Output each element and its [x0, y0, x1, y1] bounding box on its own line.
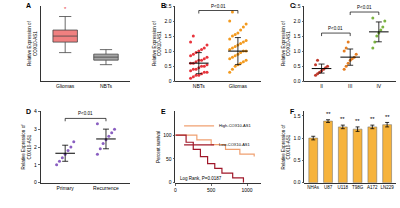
- svg-text:U118: U118: [338, 185, 349, 190]
- svg-text:**: **: [385, 114, 390, 120]
- svg-text:C: C: [290, 2, 295, 9]
- svg-text:D: D: [26, 108, 31, 115]
- svg-text:NBTs: NBTs: [193, 83, 205, 89]
- svg-text:F: F: [290, 108, 295, 115]
- svg-text:High-COX10-AS1: High-COX10-AS1: [219, 123, 251, 128]
- svg-text:Primary: Primary: [57, 185, 75, 191]
- svg-text:**: **: [326, 111, 331, 117]
- svg-text:0.0: 0.0: [294, 78, 301, 84]
- svg-text:0.5: 0.5: [294, 157, 301, 163]
- svg-text:1.0: 1.0: [294, 48, 301, 54]
- svg-text:A172: A172: [367, 185, 378, 190]
- svg-text:T98G: T98G: [352, 185, 364, 190]
- svg-text:Gliomas: Gliomas: [56, 83, 75, 89]
- svg-text:1: 1: [34, 162, 37, 168]
- svg-text:**: **: [340, 116, 345, 122]
- svg-text:2.0: 2.0: [294, 18, 301, 24]
- svg-text:Relative Expression ofCOX10-AS: Relative Expression ofCOX10-AS1: [21, 124, 32, 170]
- svg-text:2: 2: [34, 144, 37, 150]
- svg-text:1.0: 1.0: [294, 135, 301, 141]
- svg-text:50: 50: [166, 156, 172, 162]
- svg-text:P<0.01: P<0.01: [328, 26, 343, 31]
- svg-text:**: **: [355, 118, 360, 124]
- svg-text:P<0.01: P<0.01: [78, 111, 93, 116]
- svg-text:3: 3: [34, 126, 37, 132]
- svg-text:Relative Expression ofCOX10-AS: Relative Expression ofCOX10-AS1: [27, 20, 38, 66]
- svg-text:Log Rank, P=0.0187: Log Rank, P=0.0187: [180, 176, 222, 181]
- svg-text:1.5: 1.5: [294, 113, 301, 119]
- svg-text:0: 0: [169, 179, 172, 185]
- svg-text:2.5: 2.5: [294, 3, 301, 9]
- svg-text:U87: U87: [324, 185, 333, 190]
- svg-text:III: III: [348, 83, 352, 89]
- svg-text:P<0.01: P<0.01: [357, 5, 372, 10]
- svg-text:NHAs: NHAs: [307, 185, 320, 190]
- svg-text:0: 0: [169, 78, 172, 84]
- svg-text:2.0: 2.0: [165, 18, 172, 24]
- svg-text:Gliomas: Gliomas: [229, 83, 248, 89]
- svg-text:1.5: 1.5: [165, 33, 172, 39]
- svg-text:100: 100: [163, 132, 172, 138]
- svg-text:Recurrence: Recurrence: [93, 185, 119, 191]
- svg-text:2.5: 2.5: [165, 3, 172, 9]
- svg-text:IV: IV: [376, 83, 381, 89]
- svg-text:1.5: 1.5: [294, 33, 301, 39]
- svg-text:0.5: 0.5: [294, 63, 301, 69]
- svg-text:4: 4: [34, 108, 37, 114]
- svg-text:II: II: [320, 83, 323, 89]
- svg-text:A: A: [26, 2, 31, 9]
- svg-text:Relative Expression ofCOX10-AS: Relative Expression ofCOX10-AS1: [281, 124, 292, 170]
- svg-text:0.5: 0.5: [165, 63, 172, 69]
- svg-text:500: 500: [207, 187, 216, 193]
- svg-text:Percent survival: Percent survival: [156, 131, 161, 163]
- svg-text:P<0.01: P<0.01: [211, 4, 226, 9]
- svg-text:B: B: [161, 2, 166, 9]
- svg-text:LN229: LN229: [380, 185, 394, 190]
- svg-text:0: 0: [174, 187, 177, 193]
- svg-text:0: 0: [34, 179, 37, 185]
- svg-text:1000: 1000: [241, 187, 252, 193]
- svg-text:1.0: 1.0: [165, 48, 172, 54]
- svg-text:Low-COX10-AS1: Low-COX10-AS1: [219, 142, 250, 147]
- svg-text:0.0: 0.0: [294, 179, 301, 185]
- svg-text:**: **: [370, 116, 375, 122]
- svg-text:NBTs: NBTs: [100, 83, 112, 89]
- svg-text:Relative Expression ofCOX10-AS: Relative Expression ofCOX10-AS1: [152, 20, 163, 66]
- svg-text:E: E: [161, 108, 166, 115]
- svg-text:Relative Expression ofCOX10-AS: Relative Expression ofCOX10-AS1: [281, 20, 292, 66]
- svg-text:*: *: [64, 6, 67, 12]
